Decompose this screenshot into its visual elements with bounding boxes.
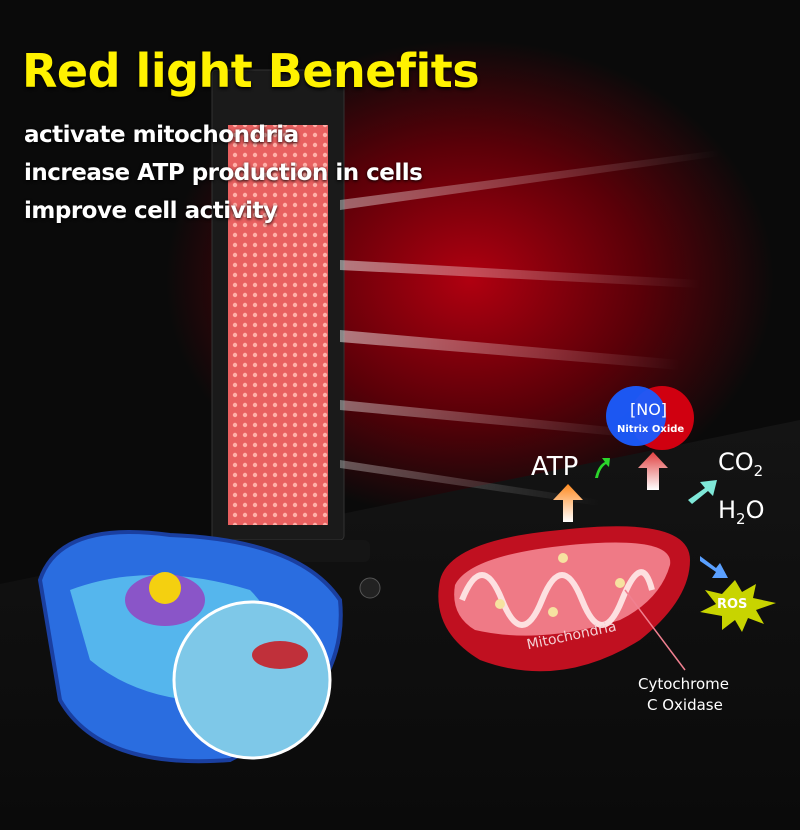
h2o-o: O <box>745 496 765 524</box>
nitric-oxide-label: Nitrix Oxide <box>617 424 685 435</box>
nitric-oxide-badge <box>606 386 694 450</box>
cytochrome-label-line2: C Oxidase <box>647 696 723 714</box>
light-beams <box>340 150 720 506</box>
co2-text: CO <box>718 448 754 476</box>
mitochondria-illustration <box>438 526 690 672</box>
co2-label: CO2 <box>718 448 763 480</box>
atp-up-arrow <box>553 484 583 522</box>
h2o-subscript: 2 <box>736 509 746 528</box>
ros-label: ROS <box>717 597 748 612</box>
benefit-item: increase ATP production in cells <box>24 160 423 186</box>
benefit-item: activate mitochondria <box>24 122 299 148</box>
atp-increase-arrow-icon <box>595 458 610 478</box>
atp-label: ATP <box>531 452 579 482</box>
cytochrome-label-line1: Cytochrome <box>638 675 730 693</box>
co2-arrow <box>688 480 717 504</box>
ros-arrow <box>700 556 728 578</box>
benefit-item: improve cell activity <box>24 198 278 224</box>
h2o-h: H <box>718 496 737 524</box>
no-label: [NO] <box>630 400 668 419</box>
h2o-label: H2O <box>718 496 764 528</box>
ros-burst <box>700 580 776 632</box>
headline: Red light Benefits <box>22 44 480 98</box>
cell-illustration <box>37 530 343 764</box>
no-up-arrow <box>638 452 668 490</box>
co2-subscript: 2 <box>753 461 764 480</box>
